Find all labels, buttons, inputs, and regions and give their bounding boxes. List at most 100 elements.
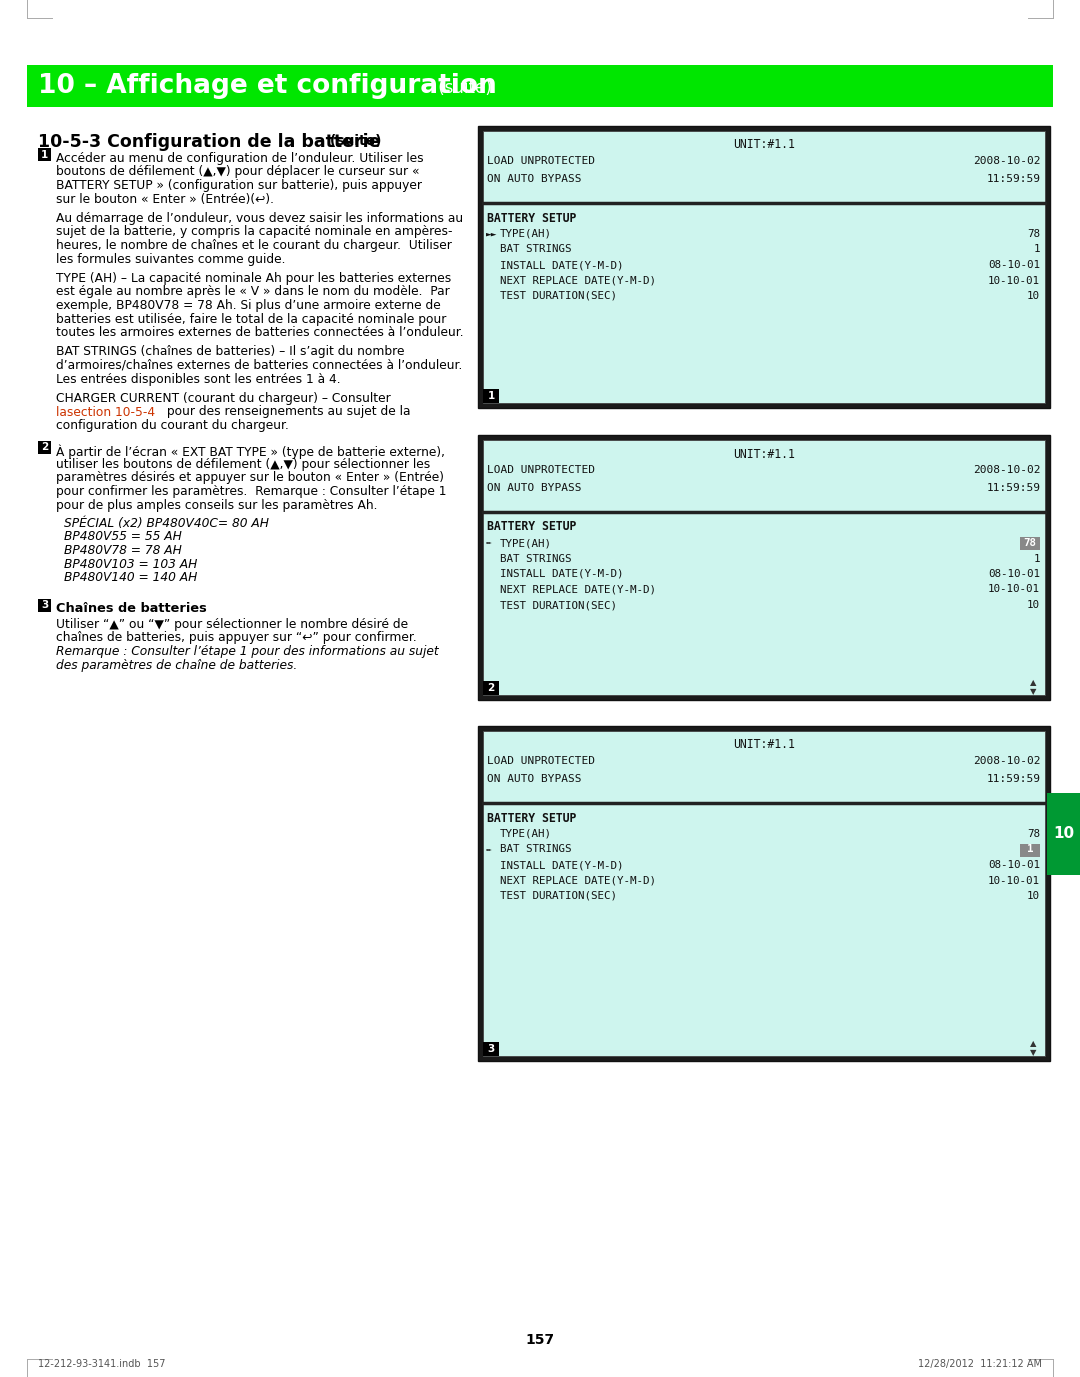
Text: CHARGER CURRENT (courant du chargeur) – Consulter: CHARGER CURRENT (courant du chargeur) – … xyxy=(56,392,391,405)
Text: NEXT REPLACE DATE(Y-M-D): NEXT REPLACE DATE(Y-M-D) xyxy=(500,876,656,885)
Text: les formules suivantes comme guide.: les formules suivantes comme guide. xyxy=(56,252,285,266)
Text: 10-10-01: 10-10-01 xyxy=(988,584,1040,595)
Text: BATTERY SETUP: BATTERY SETUP xyxy=(487,521,577,533)
Bar xyxy=(38,147,51,161)
Text: d’armoires/chaînes externes de batteries connectées à l’onduleur.: d’armoires/chaînes externes de batteries… xyxy=(56,359,462,372)
Text: (suite): (suite) xyxy=(325,134,381,147)
Text: 157: 157 xyxy=(526,1333,554,1347)
Bar xyxy=(38,441,51,453)
Bar xyxy=(483,388,499,403)
Text: TYPE (AH) – La capacité nominale Ah pour les batteries externes: TYPE (AH) – La capacité nominale Ah pour… xyxy=(56,273,451,285)
Text: paramètres désirés et appuyer sur le bouton « Enter » (Entrée): paramètres désirés et appuyer sur le bou… xyxy=(56,471,444,485)
Text: UNIT:#1.1: UNIT:#1.1 xyxy=(733,738,795,752)
Bar xyxy=(483,441,1045,695)
Text: 08-10-01: 08-10-01 xyxy=(988,569,1040,578)
Bar xyxy=(1020,537,1040,549)
Text: ✏: ✏ xyxy=(486,845,491,854)
Text: 10-5-3 Configuration de la batterie: 10-5-3 Configuration de la batterie xyxy=(38,134,380,151)
Text: chaînes de batteries, puis appuyer sur “↩” pour confirmer.: chaînes de batteries, puis appuyer sur “… xyxy=(56,632,417,644)
Text: configuration du courant du chargeur.: configuration du courant du chargeur. xyxy=(56,419,288,432)
Text: utiliser les boutons de défilement (▲,▼) pour sélectionner les: utiliser les boutons de défilement (▲,▼)… xyxy=(56,459,430,471)
Text: 1: 1 xyxy=(41,150,49,160)
Text: 2008-10-02: 2008-10-02 xyxy=(973,465,1041,475)
Text: LOAD UNPROTECTED: LOAD UNPROTECTED xyxy=(487,756,595,766)
Bar xyxy=(478,435,1050,700)
Text: est égale au nombre après le « V » dans le nom du modèle.  Par: est égale au nombre après le « V » dans … xyxy=(56,285,449,299)
Text: 78: 78 xyxy=(1027,829,1040,839)
Text: 1: 1 xyxy=(1034,554,1040,563)
Text: 3: 3 xyxy=(41,600,49,610)
Text: 1: 1 xyxy=(1034,245,1040,255)
Text: pour confirmer les paramètres.  Remarque : Consulter l’étape 1: pour confirmer les paramètres. Remarque … xyxy=(56,485,446,498)
Bar xyxy=(483,1042,499,1056)
Text: ON AUTO BYPASS: ON AUTO BYPASS xyxy=(487,174,581,185)
Text: 2008-10-02: 2008-10-02 xyxy=(973,756,1041,766)
Text: Au démarrage de l’onduleur, vous devez saisir les informations au: Au démarrage de l’onduleur, vous devez s… xyxy=(56,212,463,224)
Text: Chaînes de batteries: Chaînes de batteries xyxy=(56,603,206,616)
Text: 08-10-01: 08-10-01 xyxy=(988,861,1040,870)
Text: Les entrées disponibles sont les entrées 1 à 4.: Les entrées disponibles sont les entrées… xyxy=(56,373,340,386)
Text: BAT STRINGS: BAT STRINGS xyxy=(500,245,571,255)
Bar xyxy=(478,127,1050,408)
Text: BAT STRINGS (chaînes de batteries) – Il s’agit du nombre: BAT STRINGS (chaînes de batteries) – Il … xyxy=(56,346,405,358)
Text: UNIT:#1.1: UNIT:#1.1 xyxy=(733,448,795,460)
Text: toutes les armoires externes de batteries connectées à l’onduleur.: toutes les armoires externes de batterie… xyxy=(56,326,463,339)
Text: Accéder au menu de configuration de l’onduleur. Utiliser les: Accéder au menu de configuration de l’on… xyxy=(56,151,423,165)
Text: 10: 10 xyxy=(1053,826,1075,841)
Text: INSTALL DATE(Y-M-D): INSTALL DATE(Y-M-D) xyxy=(500,260,623,270)
Text: SPÉCIAL (x2) BP480V40C= 80 AH: SPÉCIAL (x2) BP480V40C= 80 AH xyxy=(64,516,269,530)
Text: BAT STRINGS: BAT STRINGS xyxy=(500,554,571,563)
Text: exemple, BP480V78 = 78 Ah. Si plus d’une armoire externe de: exemple, BP480V78 = 78 Ah. Si plus d’une… xyxy=(56,299,441,313)
Text: 2: 2 xyxy=(487,683,495,693)
Text: ON AUTO BYPASS: ON AUTO BYPASS xyxy=(487,483,581,493)
Bar xyxy=(478,726,1050,1062)
Text: ✏: ✏ xyxy=(486,538,491,548)
Text: 11:59:59: 11:59:59 xyxy=(987,483,1041,493)
Text: sur le bouton « Enter » (Entrée)(↩).: sur le bouton « Enter » (Entrée)(↩). xyxy=(56,193,274,205)
Bar xyxy=(483,682,499,695)
Text: 12/28/2012  11:21:12 AM: 12/28/2012 11:21:12 AM xyxy=(918,1359,1042,1369)
Text: heures, le nombre de chaînes et le courant du chargeur.  Utiliser: heures, le nombre de chaînes et le coura… xyxy=(56,240,451,252)
Text: 78: 78 xyxy=(1024,538,1037,548)
Text: BP480V103 = 103 AH: BP480V103 = 103 AH xyxy=(64,558,198,570)
Text: 78: 78 xyxy=(1027,229,1040,240)
Bar xyxy=(483,131,1045,403)
Text: 1: 1 xyxy=(487,391,495,401)
Text: 2: 2 xyxy=(41,442,49,452)
Text: ON AUTO BYPASS: ON AUTO BYPASS xyxy=(487,774,581,784)
Text: ►►: ►► xyxy=(486,230,498,238)
Text: BAT STRINGS: BAT STRINGS xyxy=(500,844,571,855)
Text: ▲: ▲ xyxy=(1029,1040,1036,1048)
Text: NEXT REPLACE DATE(Y-M-D): NEXT REPLACE DATE(Y-M-D) xyxy=(500,275,656,285)
Text: sujet de la batterie, y compris la capacité nominale en ampères-: sujet de la batterie, y compris la capac… xyxy=(56,226,453,238)
Text: BP480V78 = 78 AH: BP480V78 = 78 AH xyxy=(64,544,181,558)
Text: BATTERY SETUP » (configuration sur batterie), puis appuyer: BATTERY SETUP » (configuration sur batte… xyxy=(56,179,422,191)
Text: 11:59:59: 11:59:59 xyxy=(987,774,1041,784)
Text: 08-10-01: 08-10-01 xyxy=(988,260,1040,270)
Text: LOAD UNPROTECTED: LOAD UNPROTECTED xyxy=(487,465,595,475)
Text: LOAD UNPROTECTED: LOAD UNPROTECTED xyxy=(487,156,595,167)
Text: 12-212-93-3141.indb  157: 12-212-93-3141.indb 157 xyxy=(38,1359,165,1369)
Text: 11:59:59: 11:59:59 xyxy=(987,174,1041,185)
Text: pour des renseignements au sujet de la: pour des renseignements au sujet de la xyxy=(163,405,410,419)
Text: pour de plus amples conseils sur les paramètres Ah.: pour de plus amples conseils sur les par… xyxy=(56,498,378,511)
Text: ▼: ▼ xyxy=(1029,687,1036,697)
Text: NEXT REPLACE DATE(Y-M-D): NEXT REPLACE DATE(Y-M-D) xyxy=(500,584,656,595)
Bar xyxy=(38,599,51,611)
Bar xyxy=(483,731,1045,1056)
Text: TYPE(AH): TYPE(AH) xyxy=(500,829,552,839)
Text: INSTALL DATE(Y-M-D): INSTALL DATE(Y-M-D) xyxy=(500,861,623,870)
Text: 10-10-01: 10-10-01 xyxy=(988,876,1040,885)
Text: 3: 3 xyxy=(487,1044,495,1053)
Text: BATTERY SETUP: BATTERY SETUP xyxy=(487,212,577,224)
Bar xyxy=(1020,844,1040,856)
Text: TEST DURATION(SEC): TEST DURATION(SEC) xyxy=(500,891,617,901)
Text: 10 – Affichage et configuration: 10 – Affichage et configuration xyxy=(38,73,497,99)
Text: des paramètres de chaîne de batteries.: des paramètres de chaîne de batteries. xyxy=(56,658,297,672)
Text: (suite): (suite) xyxy=(433,78,491,96)
Text: TEST DURATION(SEC): TEST DURATION(SEC) xyxy=(500,291,617,302)
Text: 10: 10 xyxy=(1027,291,1040,302)
Text: BATTERY SETUP: BATTERY SETUP xyxy=(487,811,577,825)
Text: batteries est utilisée, faire le total de la capacité nominale pour: batteries est utilisée, faire le total d… xyxy=(56,313,446,325)
Text: TEST DURATION(SEC): TEST DURATION(SEC) xyxy=(500,600,617,610)
